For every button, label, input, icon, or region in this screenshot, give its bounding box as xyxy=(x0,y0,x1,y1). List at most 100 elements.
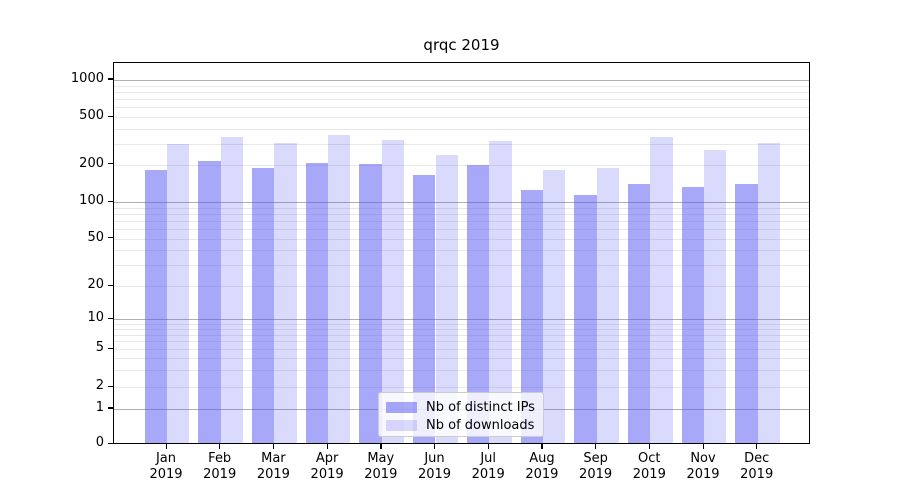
y-tick-mark-500 xyxy=(108,115,113,117)
bar-dec-distinct-ips xyxy=(735,184,758,443)
bar-mar-distinct-ips xyxy=(252,168,275,443)
x-tick-mark-mar xyxy=(272,444,275,449)
minor-gridline-40 xyxy=(114,250,809,252)
y-tick-mark-10 xyxy=(108,317,113,320)
minor-gridline-9 xyxy=(114,323,809,325)
minor-gridline-30 xyxy=(114,265,809,267)
minor-gridline-70 xyxy=(114,221,809,223)
bar-jan-downloads xyxy=(167,144,190,443)
legend-swatch-distinct-ips xyxy=(386,401,417,413)
minor-gridline-60 xyxy=(114,229,809,231)
x-tick-mark-jan xyxy=(165,444,167,449)
y-tick-label-1000: 1000 xyxy=(70,70,104,86)
y-tick-label-1: 1 xyxy=(95,399,104,415)
y-tick-label-200: 200 xyxy=(79,155,104,171)
y-tick-label-20: 20 xyxy=(87,277,104,293)
x-tick-mark-sep xyxy=(595,444,597,449)
minor-gridline-300 xyxy=(114,143,809,145)
major-gridline-100 xyxy=(114,202,809,204)
bar-oct-distinct-ips xyxy=(627,184,651,443)
bar-apr-distinct-ips xyxy=(305,162,329,443)
bar-nov-distinct-ips xyxy=(681,186,704,443)
bar-oct-downloads xyxy=(650,137,673,443)
x-tick-mark-jun xyxy=(434,444,436,449)
bar-jun-downloads xyxy=(435,155,458,443)
minor-gridline-700 xyxy=(114,99,809,101)
x-tick-mark-nov xyxy=(702,444,704,449)
legend: Nb of distinct IPs Nb of downloads xyxy=(378,392,544,437)
y-tick-label-500: 500 xyxy=(79,108,104,123)
y-tick-label-0: 0 xyxy=(95,435,104,451)
minor-gridline-800 xyxy=(114,91,809,93)
minor-gridline-500 xyxy=(114,117,809,118)
x-tick-label-apr: Apr 2019 xyxy=(310,451,344,482)
minor-gridline-600 xyxy=(114,107,809,109)
minor-gridline-2 xyxy=(114,387,809,388)
bar-jul-downloads xyxy=(489,140,512,443)
legend-row-distinct-ips: Nb of distinct IPs xyxy=(386,398,536,416)
y-tick-label-10: 10 xyxy=(87,310,104,326)
minor-gridline-80 xyxy=(114,214,809,216)
y-tick-mark-0 xyxy=(108,442,113,445)
x-tick-mark-oct xyxy=(648,444,651,449)
major-gridline-10 xyxy=(114,319,809,321)
x-tick-label-jul: Jul 2019 xyxy=(471,451,505,482)
x-tick-mark-jul xyxy=(487,444,489,449)
minor-gridline-20 xyxy=(114,286,809,288)
minor-gridline-90 xyxy=(114,207,809,209)
y-tick-mark-100 xyxy=(108,200,113,203)
bar-may-distinct-ips xyxy=(359,164,382,443)
y-tick-mark-50 xyxy=(108,237,113,239)
bar-apr-downloads xyxy=(328,135,351,443)
x-tick-mark-dec xyxy=(756,444,758,449)
x-tick-label-jan: Jan 2019 xyxy=(149,451,183,482)
x-tick-label-mar: Mar 2019 xyxy=(256,451,290,482)
major-gridline-1000 xyxy=(114,79,809,81)
minor-gridline-7 xyxy=(114,334,809,336)
x-tick-label-feb: Feb 2019 xyxy=(203,451,237,482)
bar-aug-downloads xyxy=(542,169,566,443)
bar-may-downloads xyxy=(381,139,405,443)
bar-feb-distinct-ips xyxy=(198,161,221,443)
y-tick-label-50: 50 xyxy=(87,229,104,245)
legend-swatch-downloads xyxy=(386,419,417,431)
y-tick-mark-2 xyxy=(108,385,113,387)
bar-mar-downloads xyxy=(274,143,297,443)
minor-gridline-3 xyxy=(114,370,809,372)
minor-gridline-8 xyxy=(114,328,809,330)
y-tick-label-100: 100 xyxy=(79,193,104,209)
x-tick-label-nov: Nov 2019 xyxy=(686,451,720,482)
x-tick-label-aug: Aug 2019 xyxy=(525,451,559,482)
minor-gridline-50 xyxy=(114,238,809,240)
y-tick-mark-1 xyxy=(108,407,113,409)
legend-row-downloads: Nb of downloads xyxy=(386,416,536,434)
x-tick-label-oct: Oct 2019 xyxy=(632,451,666,482)
x-tick-label-may: May 2019 xyxy=(364,451,398,482)
minor-gridline-5 xyxy=(114,349,809,351)
x-tick-mark-aug xyxy=(541,444,543,449)
y-tick-mark-200 xyxy=(108,163,113,165)
bar-sep-distinct-ips xyxy=(574,195,597,443)
legend-label-downloads: Nb of downloads xyxy=(426,417,535,433)
bar-aug-distinct-ips xyxy=(520,190,543,443)
x-tick-mark-apr xyxy=(326,444,328,449)
y-tick-mark-5 xyxy=(108,347,113,350)
minor-gridline-900 xyxy=(114,85,809,87)
y-tick-mark-1000 xyxy=(108,78,113,80)
x-tick-label-dec: Dec 2019 xyxy=(740,451,774,482)
y-tick-label-5: 5 xyxy=(95,340,104,356)
bar-nov-downloads xyxy=(704,150,727,443)
bar-jun-distinct-ips xyxy=(413,174,436,443)
y-tick-label-2: 2 xyxy=(95,378,104,393)
x-tick-mark-may xyxy=(380,444,382,449)
bar-dec-downloads xyxy=(757,143,781,443)
legend-label-distinct-ips: Nb of distinct IPs xyxy=(426,399,535,415)
bar-sep-downloads xyxy=(596,168,619,443)
chart-title: qrqc 2019 xyxy=(423,36,500,54)
y-tick-mark-20 xyxy=(108,284,113,287)
bar-jan-distinct-ips xyxy=(144,169,167,443)
x-tick-mark-feb xyxy=(219,444,221,449)
bar-feb-downloads xyxy=(220,136,244,443)
minor-gridline-4 xyxy=(114,358,809,360)
